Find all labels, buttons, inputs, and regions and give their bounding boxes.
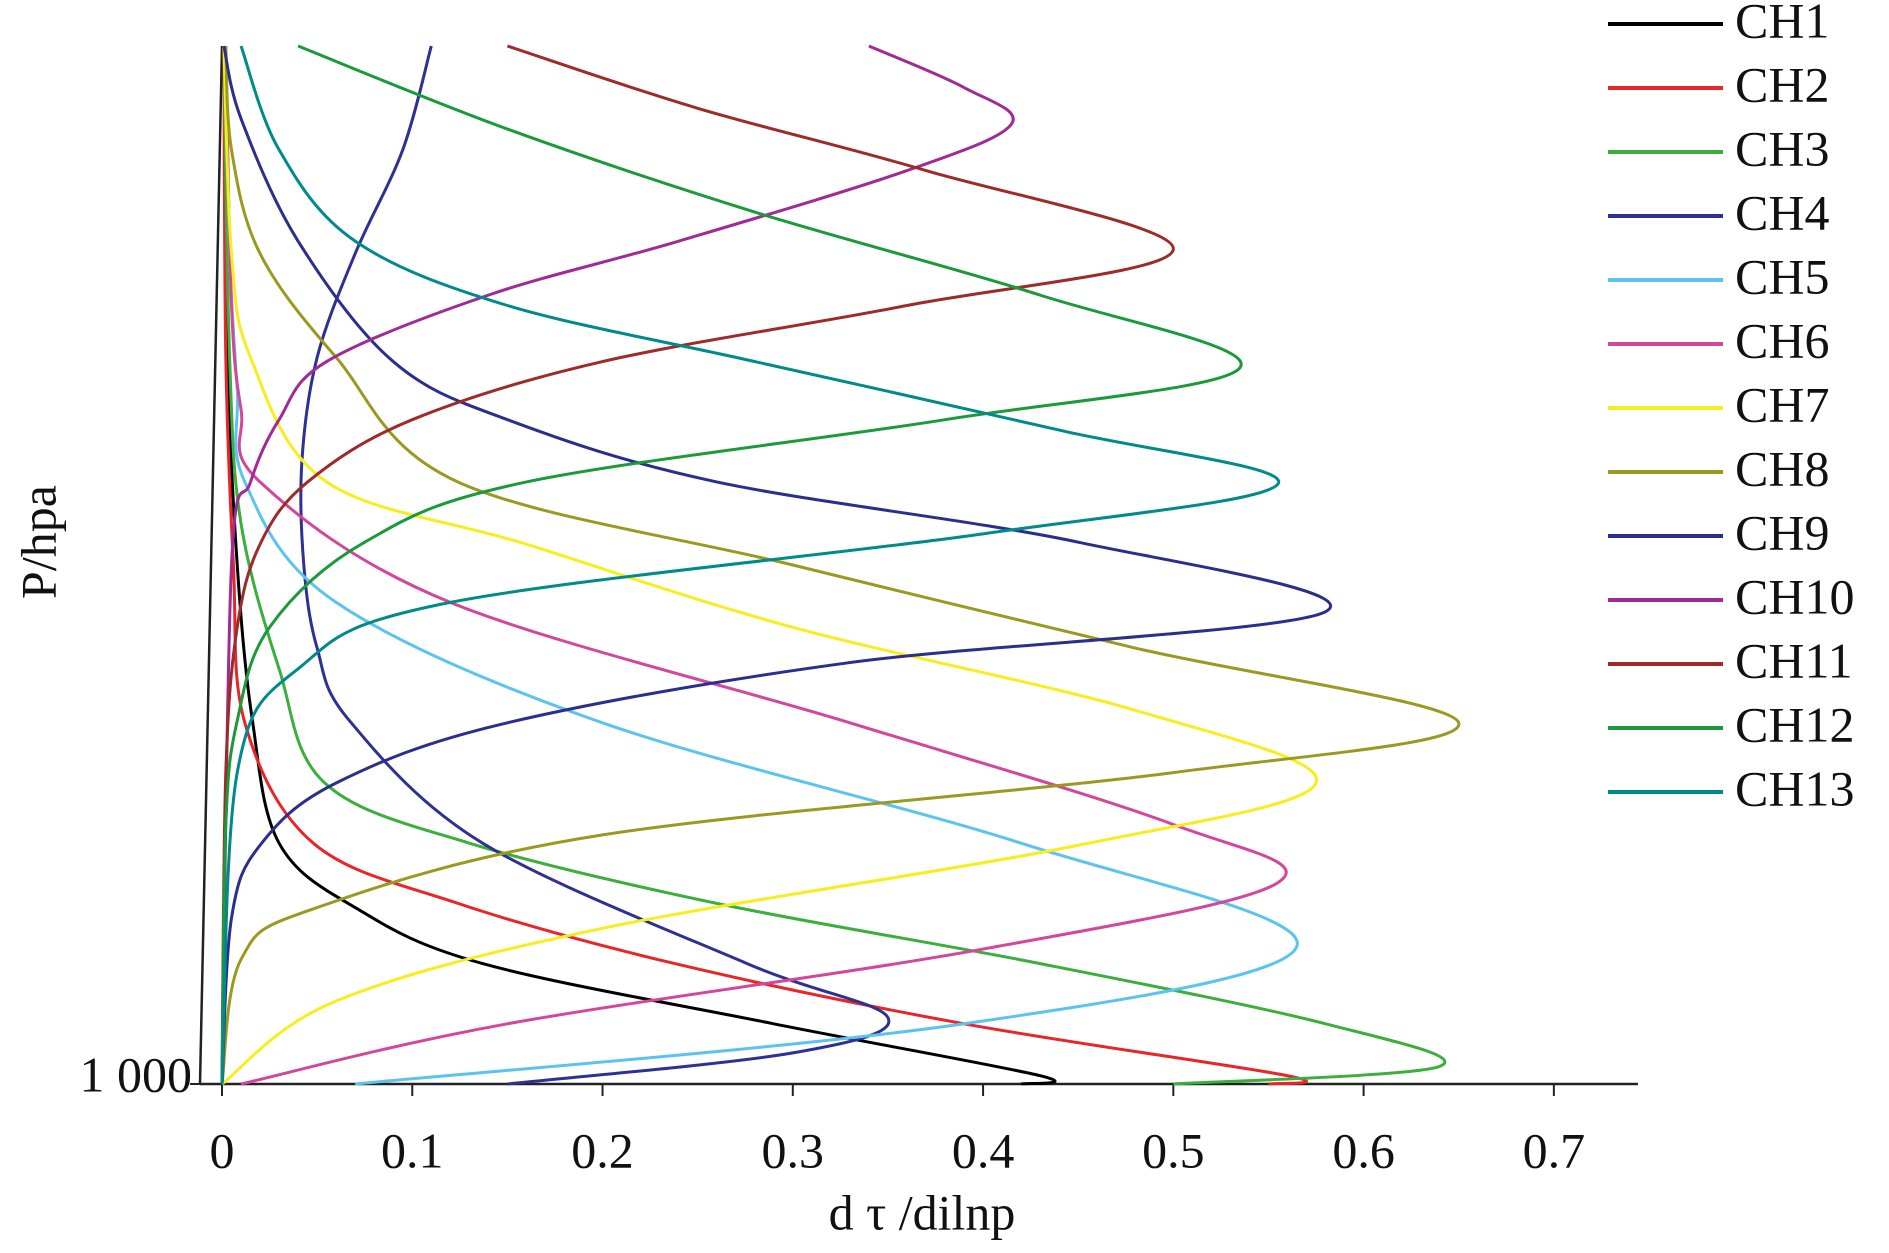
x-tick-label: 0.6	[1332, 1122, 1395, 1178]
series-line	[220, 44, 1243, 1085]
legend-label: CH10	[1735, 568, 1854, 624]
x-tick-label: 0	[210, 1122, 235, 1178]
legend-label: CH13	[1735, 760, 1854, 816]
y-axis-label: P/hpa	[10, 485, 66, 599]
series-line	[224, 45, 1288, 1086]
legend-label: CH1	[1735, 0, 1829, 48]
legend-label: CH2	[1735, 56, 1829, 112]
x-tick-label: 0.4	[952, 1122, 1015, 1178]
series-line	[224, 45, 1057, 1086]
x-tick-label: 0.2	[571, 1122, 634, 1178]
legend-label: CH8	[1735, 440, 1829, 496]
series-line	[224, 45, 1299, 1086]
legend-label: CH5	[1735, 248, 1829, 304]
legend-label: CH9	[1735, 504, 1829, 560]
legend-label: CH11	[1735, 632, 1853, 688]
series-line	[220, 45, 1281, 1085]
x-tick-label: 0.7	[1523, 1122, 1586, 1178]
x-tick-label: 0.3	[762, 1122, 825, 1178]
legend-label: CH7	[1735, 376, 1829, 432]
legend-label: CH4	[1735, 184, 1829, 240]
series-line	[220, 45, 1333, 1085]
series-line	[299, 45, 891, 1086]
series-line	[221, 45, 1318, 1086]
x-tick-label: 0.1	[381, 1122, 444, 1178]
legend-label: CH12	[1735, 696, 1854, 752]
y-tick-label: 1 000	[80, 1046, 193, 1102]
series-line	[220, 44, 1175, 1085]
x-tick-label: 0.5	[1142, 1122, 1205, 1178]
series-line	[220, 45, 1461, 1085]
series-line	[222, 45, 1308, 1086]
series-line	[220, 44, 1015, 1085]
x-axis-label: d τ /dilnp	[829, 1184, 1016, 1240]
series-line	[222, 45, 1447, 1086]
y-axis	[198, 45, 224, 1085]
legend-label: CH6	[1735, 312, 1829, 368]
legend-label: CH3	[1735, 120, 1829, 176]
